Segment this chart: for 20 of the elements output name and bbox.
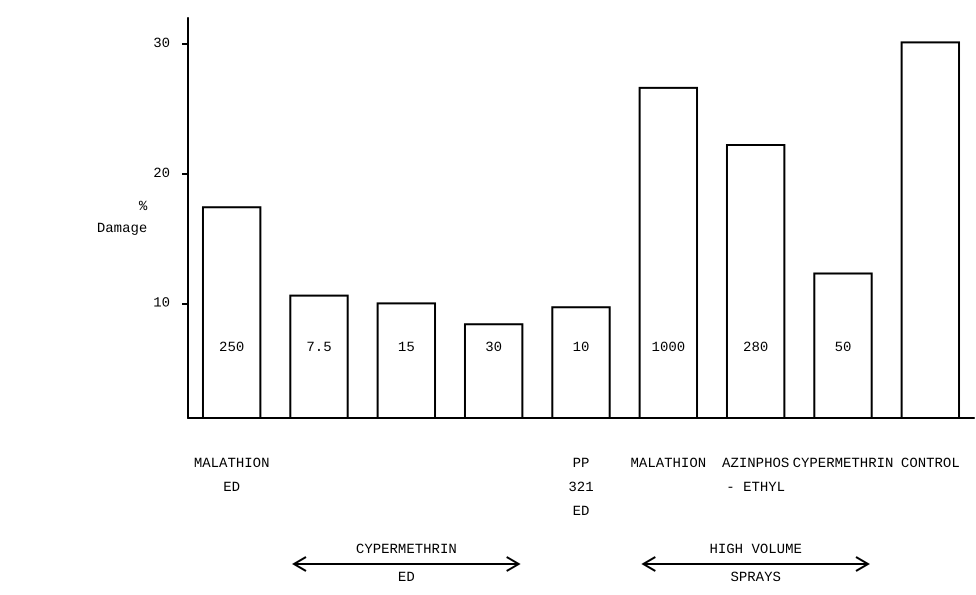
x-tick-label: MALATHION bbox=[630, 456, 706, 472]
annotation: 250 bbox=[219, 340, 244, 356]
text: HIGH VOLUME SPRAYS bbox=[709, 542, 802, 586]
x-tick-label: MALATHION ED bbox=[194, 456, 270, 496]
y-axis-title: % Damage bbox=[96, 199, 148, 237]
annotation: 15 bbox=[398, 340, 415, 356]
text: CYPERMETHRIN ED bbox=[356, 542, 457, 586]
x-tick-label: CONTROL bbox=[900, 456, 960, 472]
x-tick-label: CYPERMETHRIN bbox=[792, 456, 894, 472]
annotation: 10 bbox=[572, 340, 590, 356]
y-tick-label: 30 bbox=[153, 36, 170, 52]
annotation: 280 bbox=[743, 340, 768, 356]
annotation: 7.5 bbox=[306, 340, 332, 356]
annotation: 1000 bbox=[652, 340, 686, 356]
annotation: 50 bbox=[834, 340, 852, 356]
y-tick-label: 20 bbox=[153, 166, 170, 182]
x-tick-label: PP 321 ED bbox=[568, 456, 594, 520]
x-tick-label: AZINPHOS - ETHYL bbox=[722, 456, 790, 496]
annotation: 30 bbox=[485, 340, 502, 356]
y-tick-label: 10 bbox=[153, 296, 170, 312]
